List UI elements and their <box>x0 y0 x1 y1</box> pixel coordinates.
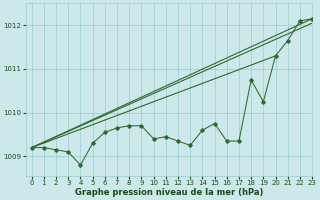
X-axis label: Graphe pression niveau de la mer (hPa): Graphe pression niveau de la mer (hPa) <box>75 188 263 197</box>
